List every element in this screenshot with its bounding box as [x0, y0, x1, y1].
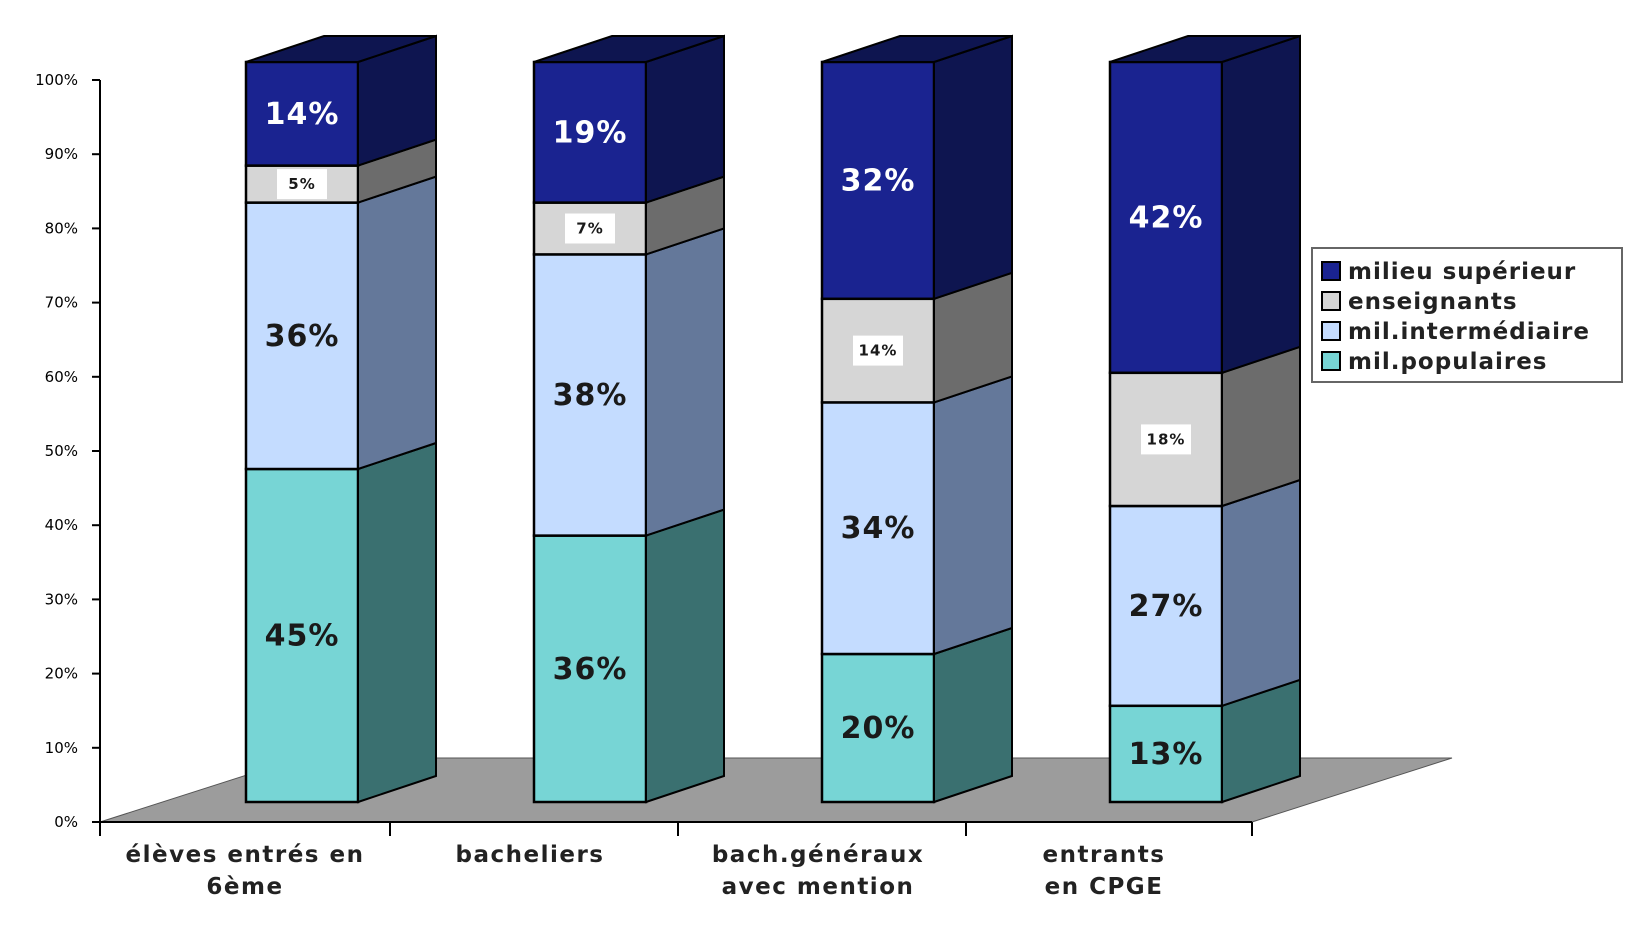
bar-segment-mil-populaires — [532, 534, 648, 804]
bar-side-mil-populaires — [933, 626, 1013, 804]
data-label-mil-intermediaire: 38% — [553, 378, 628, 413]
data-label-mil-populaires: 36% — [553, 652, 628, 687]
y-tick-label: 50% — [45, 442, 78, 460]
y-tick-label: 80% — [45, 219, 78, 237]
bar-segment-mil-intermediaire — [1108, 504, 1224, 708]
bar-top-milieu-superieur — [821, 35, 1013, 63]
y-tick-label: 10% — [45, 739, 78, 757]
bar-side-milieu-superieur — [645, 34, 725, 204]
legend-swatch-milieu-superieur — [1321, 261, 1341, 281]
bar-stack-2: 36% 38% 7% 19% — [532, 34, 725, 804]
bar-stack-1: 45% 36% 5% 14% — [244, 34, 437, 804]
bar-side-mil-intermediaire — [357, 175, 437, 471]
data-label-milieu-superieur: 14% — [265, 97, 340, 132]
bar-stack-4: 13% 27% 18% 42% — [1108, 34, 1301, 804]
data-label-enseignants: 7% — [576, 220, 603, 238]
bar-top-milieu-superieur — [245, 35, 437, 63]
legend-label-mil-populaires: mil.populaires — [1348, 349, 1548, 375]
data-label-box — [853, 335, 903, 366]
bar-side-mil-populaires — [645, 508, 725, 804]
bar-top-milieu-superieur — [1109, 35, 1301, 63]
bar-segment-mil-intermediaire — [820, 401, 936, 656]
data-label-milieu-superieur: 32% — [841, 163, 916, 198]
bar-segment-mil-populaires — [244, 467, 360, 804]
legend-swatch-mil-populaires — [1321, 351, 1341, 371]
bar-top-milieu-superieur — [533, 35, 725, 63]
bar-segment-milieu-superieur — [820, 60, 936, 301]
data-label-enseignants: 5% — [288, 175, 315, 193]
x-axis-labels: élèves entrés en 6ème bacheliers bach.génér… — [126, 842, 1166, 900]
y-axis: 0% 10% 20% 30% 40% 50% 60% 70% 80% 90% 100% — [35, 71, 1253, 836]
x-category-label: 6ème — [206, 874, 283, 900]
data-label-box — [277, 169, 327, 200]
y-tick-label: 70% — [45, 294, 78, 312]
x-category-label: en CPGE — [1045, 874, 1164, 900]
x-category-label: élèves entrés en — [126, 842, 365, 868]
data-label-milieu-superieur: 42% — [1129, 200, 1204, 235]
bar-side-mil-intermediaire — [645, 227, 725, 537]
data-label-mil-populaires: 13% — [1129, 737, 1204, 772]
data-label-box — [565, 213, 615, 244]
data-label-mil-populaires: 20% — [841, 711, 916, 746]
legend-swatch-mil-intermediaire — [1321, 321, 1341, 341]
y-tick-label: 100% — [35, 71, 78, 89]
data-label-mil-populaires: 45% — [265, 619, 340, 654]
legend-label-milieu-superieur: milieu supérieur — [1348, 259, 1576, 285]
data-label-mil-intermediaire: 34% — [841, 511, 916, 546]
y-tick-label: 20% — [45, 665, 78, 683]
legend-swatch-enseignants — [1321, 291, 1341, 311]
bar-side-enseignants — [1221, 345, 1301, 508]
bars-group: 45% 36% 5% 14% 36% 38% 7% 19% 20% 34% 14% 32% 13% 27%… — [244, 34, 1301, 804]
bar-side-mil-intermediaire — [1221, 478, 1301, 708]
data-label-mil-intermediaire: 27% — [1129, 589, 1204, 624]
bar-segment-milieu-superieur — [244, 60, 360, 167]
y-tick-label: 0% — [54, 813, 78, 831]
bar-stack-3: 20% 34% 14% 32% — [820, 34, 1013, 804]
legend-box — [1311, 247, 1623, 383]
bar-side-milieu-superieur — [933, 34, 1013, 301]
data-label-mil-intermediaire: 36% — [265, 319, 340, 354]
legend: milieu supérieur enseignants mil.intermédi… — [1311, 247, 1623, 383]
bar-side-mil-intermediaire — [933, 375, 1013, 656]
bar-segment-mil-populaires — [820, 652, 936, 804]
y-tick-label: 40% — [45, 516, 78, 534]
bar-segment-mil-intermediaire — [532, 253, 648, 537]
legend-label-mil-intermediaire: mil.intermédiaire — [1348, 319, 1590, 345]
x-category-label: bacheliers — [456, 842, 605, 868]
x-category-label: entrants — [1043, 842, 1166, 868]
y-tick-label: 30% — [45, 590, 78, 608]
y-tick-label: 60% — [45, 368, 78, 386]
x-category-label: bach.généraux — [712, 842, 924, 868]
x-category-label: avec mention — [722, 874, 915, 900]
legend-label-enseignants: enseignants — [1348, 289, 1518, 315]
data-label-milieu-superieur: 19% — [553, 115, 628, 150]
data-label-enseignants: 14% — [859, 342, 898, 360]
bar-side-mil-populaires — [357, 441, 437, 804]
data-label-box — [1141, 424, 1191, 455]
bar-side-milieu-superieur — [1221, 34, 1301, 375]
data-label-enseignants: 18% — [1147, 430, 1186, 448]
y-tick-label: 90% — [45, 145, 78, 163]
